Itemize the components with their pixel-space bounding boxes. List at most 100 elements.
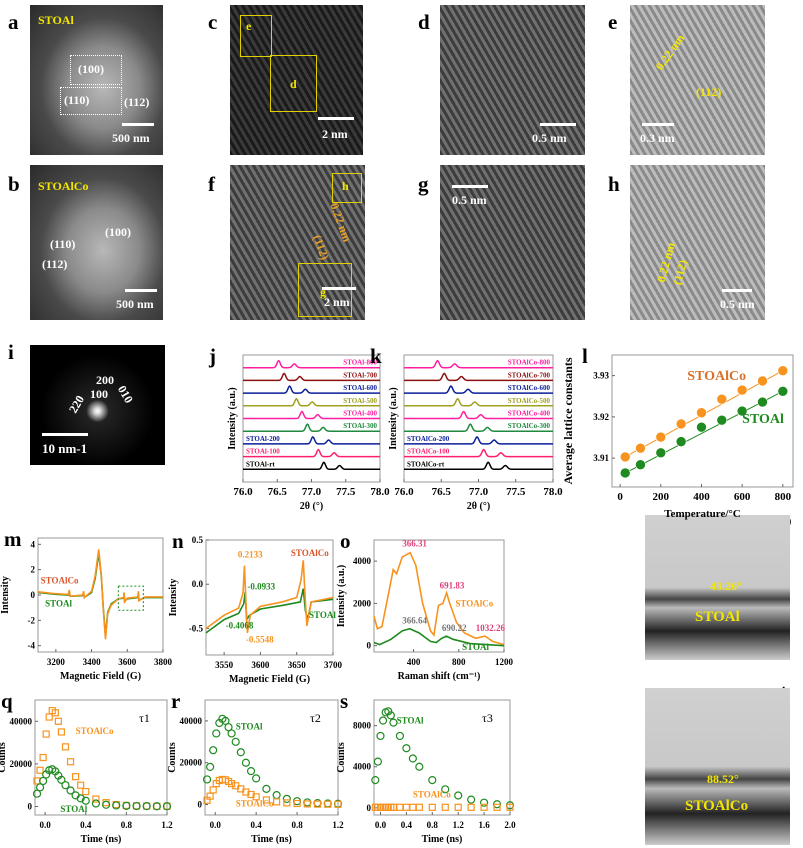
plot-frame	[373, 539, 505, 653]
stem-image-h: 0.22 nm (112) 0.5 nm	[630, 165, 765, 320]
series-label: STOAl-700	[343, 371, 377, 379]
x-tick-label: 78.0	[370, 486, 390, 498]
data-point-STOAl	[212, 729, 221, 738]
panel-label-l: l	[582, 344, 588, 368]
data-point-STOAl	[152, 802, 161, 811]
x-axis-label: 2θ (°)	[467, 501, 490, 512]
data-point-STOAlCo	[72, 773, 80, 781]
region-box-h	[332, 173, 362, 203]
xrd-pattern-STOAlCo-100	[404, 448, 553, 458]
series-label: STOAlCo-400	[508, 410, 551, 418]
x-tick-label: 3700	[324, 660, 343, 670]
chart-l: l 0 200 400 600 800 3.91 3.92 3.93 Temperature/°C…	[561, 344, 794, 520]
data-point-STOAl	[39, 776, 48, 786]
panel-label-r: r	[171, 689, 180, 713]
plot-frame	[204, 699, 339, 816]
facet-label: (100)	[105, 225, 131, 239]
data-point-STOAl	[757, 396, 768, 408]
y-axis-label: Counts	[167, 742, 178, 773]
x-tick-label: 0.0	[375, 820, 387, 830]
data-point-STOAl	[635, 459, 646, 471]
data-point-STOAl	[35, 783, 45, 792]
data-point-STOAlCo	[209, 786, 217, 794]
x-tick-label: 600	[734, 491, 751, 503]
zoom-region-box	[117, 585, 144, 611]
data-point-STOAlCo	[454, 803, 462, 811]
y-axis-label: Intensity (a.u.)	[336, 565, 347, 628]
tau-label: τ3	[482, 711, 493, 725]
x-tick-label: 0.8	[427, 820, 439, 830]
data-point-STOAl	[384, 707, 393, 716]
scale-label: 500 nm	[112, 131, 150, 145]
series-label: STOAl-300	[343, 422, 377, 430]
data-point-STOAl	[252, 774, 261, 783]
y-tick-label: 4000	[353, 556, 372, 566]
saed-pattern: 200 100 010 220 10 nm-1	[30, 345, 165, 465]
data-point-STOAl	[675, 436, 687, 447]
data-point-STOAlCo	[262, 796, 270, 804]
data-point-STOAlCo	[441, 803, 449, 811]
x-tick-label: 3400	[83, 657, 102, 667]
data-point-STOAlCo	[57, 728, 66, 736]
data-point-STOAl	[202, 775, 212, 784]
scale-bar	[125, 289, 157, 292]
x-tick-label: 400	[407, 657, 421, 667]
xrd-pattern-STOAl-600	[243, 385, 380, 394]
y-tick-label: 4000	[353, 762, 372, 772]
y-tick-label: 0	[367, 803, 372, 813]
annotation: STOAl	[742, 412, 784, 427]
x-tick-label: 77.5	[506, 486, 526, 498]
xrd-pattern-STOAlCo-500	[404, 397, 553, 407]
x-tick-label: 76.0	[233, 486, 253, 498]
data-point-STOAl	[467, 795, 476, 804]
data-point-STOAl	[454, 791, 463, 800]
data-point-STOAlCo	[283, 799, 291, 807]
series-label: STOAl-500	[343, 397, 377, 405]
tau-label: τ1	[139, 711, 150, 725]
series-line-STOAlCo	[205, 560, 334, 634]
panel-label-d: d	[418, 10, 430, 34]
series-label: STOAl-200	[246, 435, 280, 443]
annotation: STOAlCo	[687, 369, 746, 384]
region-box-d	[270, 55, 317, 112]
x-tick-label: 2.0	[504, 820, 516, 830]
y-axis-label: Intensity	[0, 576, 11, 614]
data-point-STOAlCo	[293, 799, 301, 808]
fit-line-STOAl	[624, 390, 784, 474]
panel-label-g: g	[418, 172, 429, 196]
data-point-STOAl	[371, 775, 380, 785]
facet-box	[60, 87, 122, 115]
annotation: 1032.26	[476, 623, 506, 633]
x-tick-label: 78.0	[543, 486, 563, 498]
data-point-STOAl	[122, 801, 131, 810]
data-point-STOAlCo	[402, 803, 410, 811]
data-point-STOAl	[272, 791, 281, 800]
x-tick-label: 1.2	[453, 820, 465, 830]
data-point-STOAlCo	[252, 793, 260, 801]
y-tick-label: 20000	[10, 759, 33, 769]
x-tick-label: 1.2	[161, 820, 173, 830]
contact-angle-value: 88.52°	[707, 772, 739, 786]
facet-label: (112)	[42, 257, 68, 271]
data-point-STOAl	[777, 385, 789, 397]
data-point-STOAlCo	[273, 798, 281, 806]
chart-j: j 76.0 76.5 77.0 77.5 78.0 2θ (°) Intensity (a.…	[208, 344, 390, 512]
y-tick-label: 20000	[180, 758, 203, 768]
data-point-STOAl	[241, 758, 251, 767]
annotation: 690.22	[442, 623, 467, 633]
xrd-pattern-STOAl-rt	[243, 461, 380, 471]
data-point-STOAlCo	[324, 800, 332, 808]
annotation: 691.83	[440, 581, 465, 591]
data-point-STOAlCo	[77, 781, 85, 789]
facet-box	[70, 55, 122, 85]
x-axis-label: Magnetic Field (G)	[60, 671, 141, 682]
y-axis-label: Counts	[336, 742, 347, 773]
panel-label-b: b	[8, 172, 20, 196]
data-point-STOAlCo	[303, 800, 311, 808]
data-point-STOAlCo	[45, 713, 53, 721]
data-point-STOAlCo	[428, 803, 436, 811]
data-point-STOAl	[224, 723, 233, 732]
scale-bar	[42, 433, 88, 436]
